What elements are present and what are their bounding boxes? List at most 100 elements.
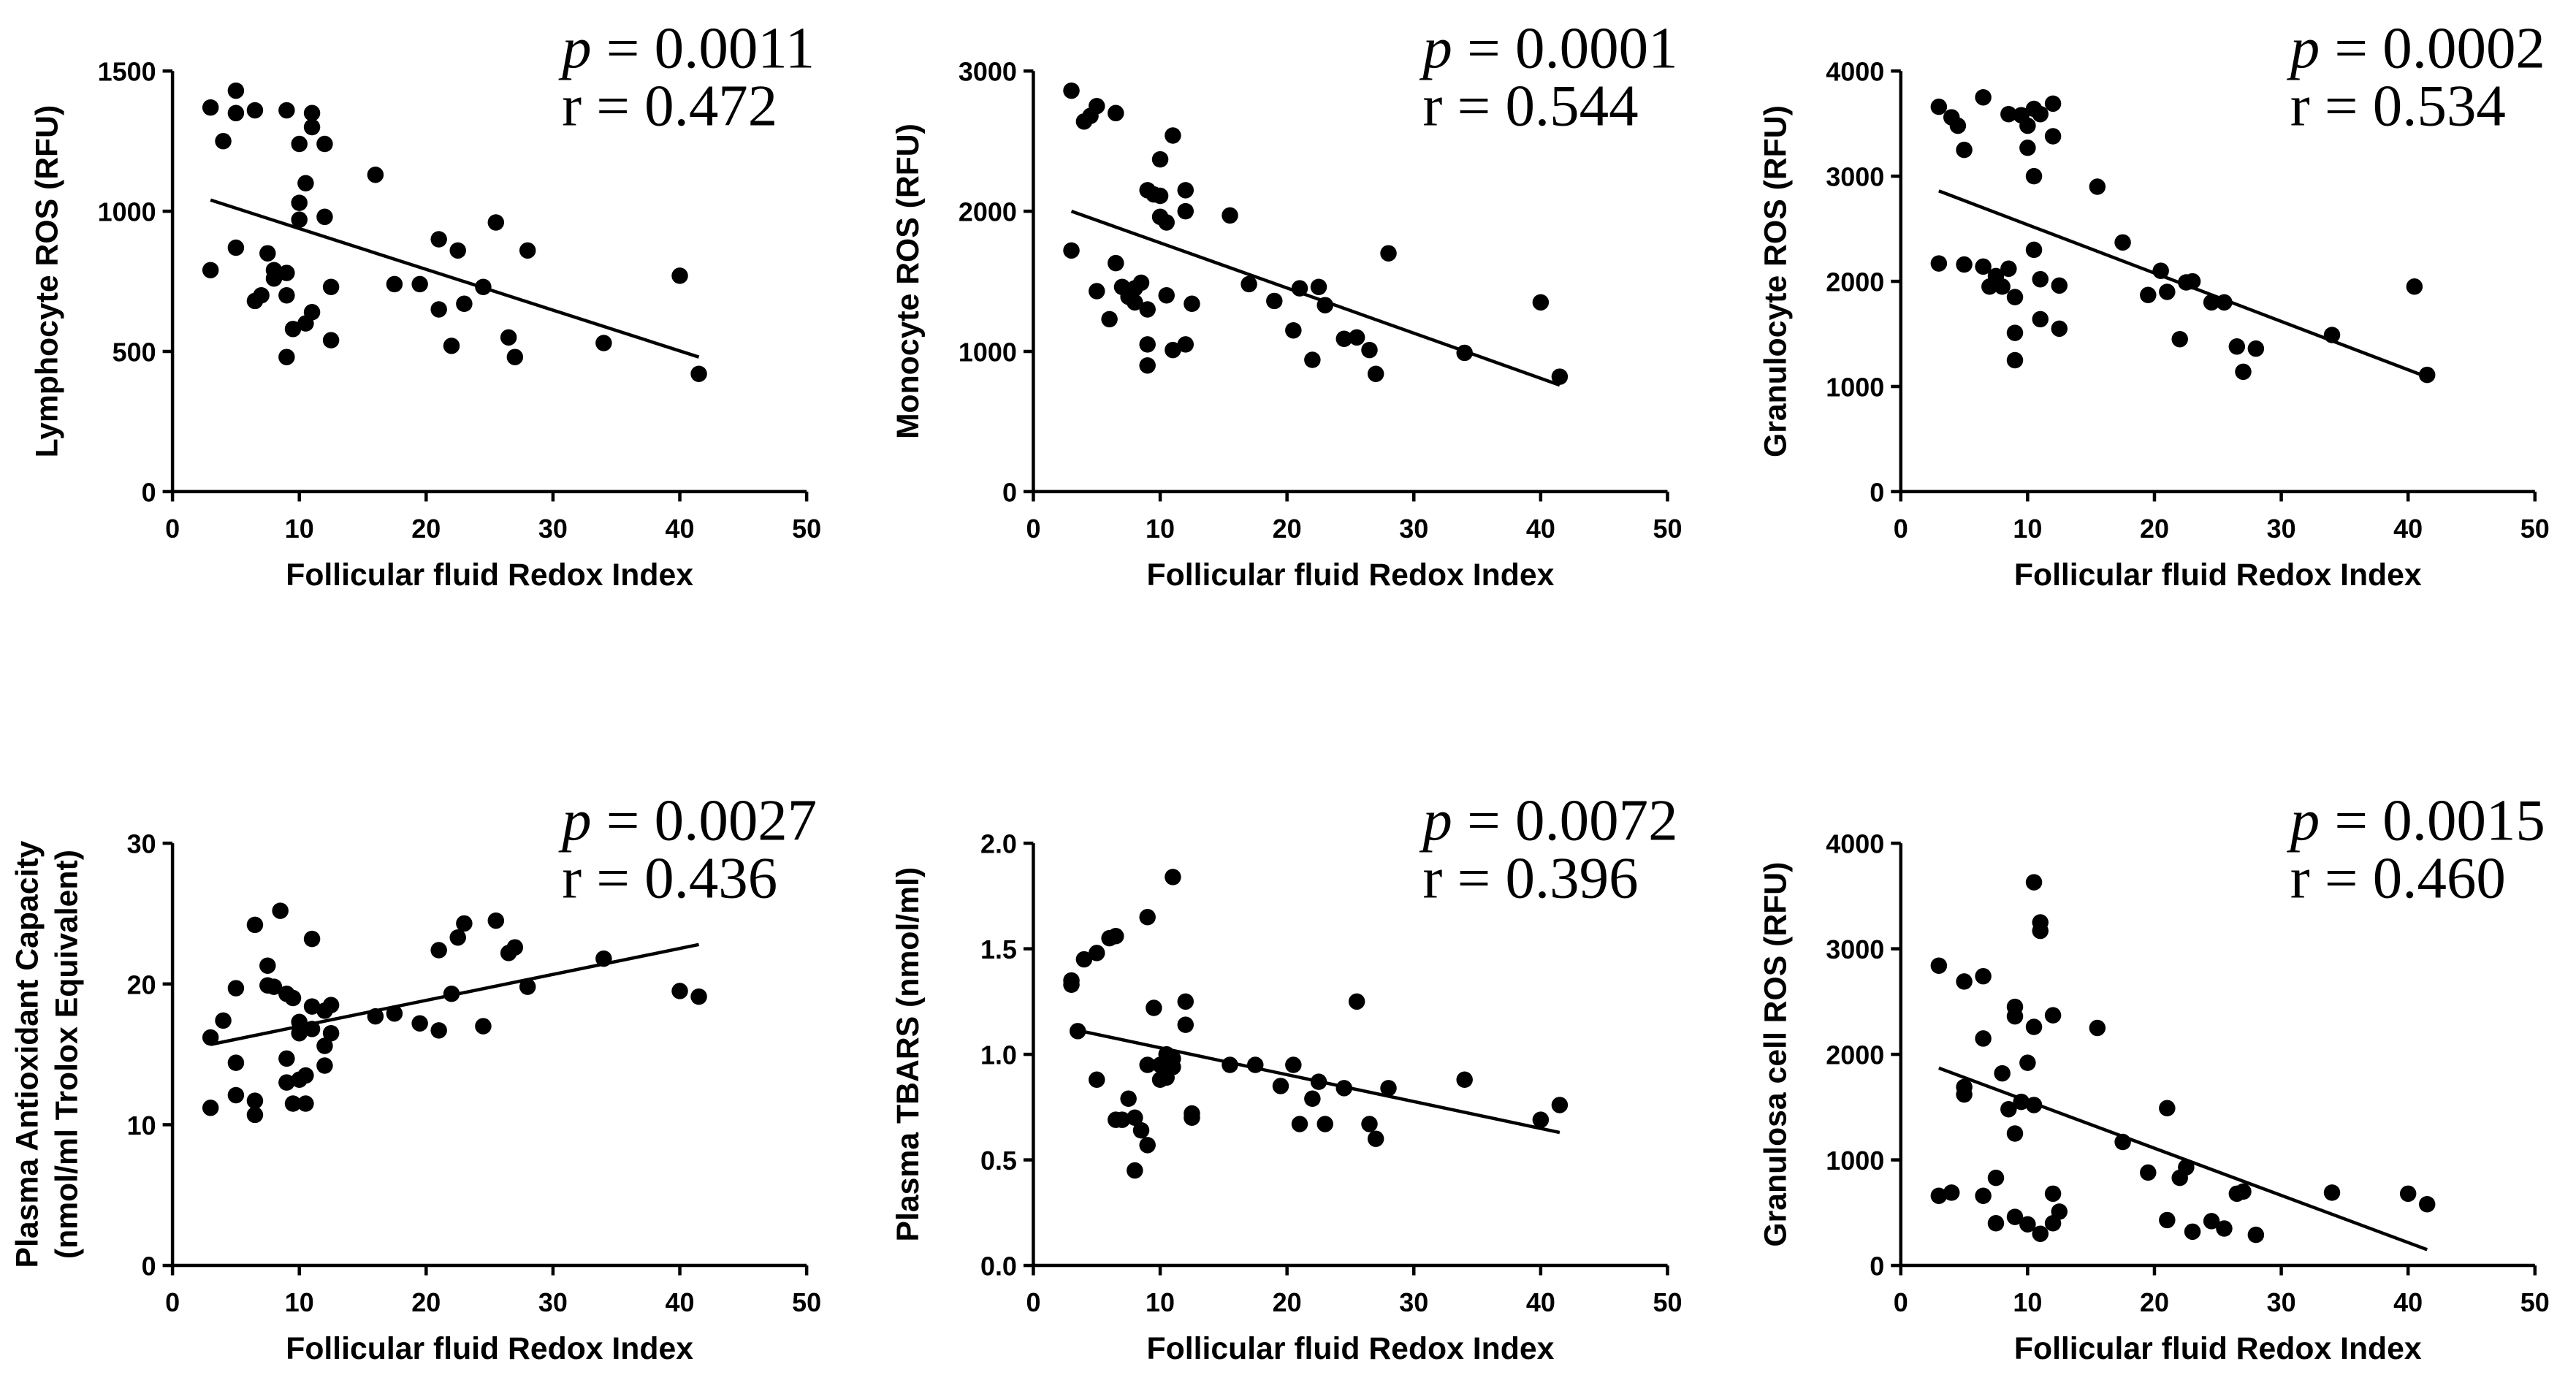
data-point xyxy=(1975,1030,1992,1047)
data-point xyxy=(1266,292,1283,310)
p-symbol: p xyxy=(558,15,591,81)
data-point xyxy=(449,929,466,946)
data-point xyxy=(671,267,688,284)
data-point xyxy=(278,102,295,119)
data-point xyxy=(303,118,321,136)
p-value: p = 0.0015 xyxy=(2287,788,2545,853)
data-point xyxy=(1361,1116,1378,1132)
data-point xyxy=(2000,1100,2017,1118)
x-axis-label: Follicular fluid Redox Index xyxy=(1147,1331,1555,1366)
data-point xyxy=(2006,1125,2024,1142)
regression-line xyxy=(1070,210,1561,387)
data-point xyxy=(2159,1211,2176,1229)
data-point xyxy=(456,295,473,313)
y-tick-label: 1000 xyxy=(959,338,1017,367)
data-point xyxy=(2044,95,2062,113)
r-value: r = 0.436 xyxy=(562,845,777,910)
data-point xyxy=(1101,311,1118,328)
regression-line xyxy=(210,942,700,1046)
y-tick-label: 0.5 xyxy=(980,1146,1017,1176)
y-axis-label: Lymphocyte ROS (RFU) xyxy=(30,105,65,458)
data-point xyxy=(284,989,302,1007)
data-point xyxy=(2006,1008,2024,1025)
data-point xyxy=(2418,366,2436,384)
data-point xyxy=(2216,1220,2233,1237)
p-symbol: p xyxy=(2287,788,2320,853)
data-point xyxy=(2006,351,2024,369)
p-value: p = 0.0072 xyxy=(1419,788,1677,853)
data-point xyxy=(456,915,473,932)
y-tick-label: 4000 xyxy=(1826,57,1884,87)
p-symbol: p xyxy=(2287,15,2320,81)
scatter-panel: 0 10 20 30 40 50 0 10 20 30 Follicular fluid Redox… xyxy=(10,788,821,1367)
data-point xyxy=(1165,341,1181,359)
data-point xyxy=(1994,278,2011,295)
data-point xyxy=(1139,357,1156,374)
x-tick-label: 0 xyxy=(1894,514,1908,544)
regression-line xyxy=(210,198,700,359)
data-point xyxy=(259,245,276,262)
r-value: r = 0.460 xyxy=(2290,845,2506,910)
data-point xyxy=(2159,283,2176,300)
y-tick-label: 3000 xyxy=(1826,162,1884,192)
x-tick-label: 20 xyxy=(1273,1287,1302,1317)
data-point xyxy=(227,82,245,99)
data-point xyxy=(215,1012,232,1029)
data-point xyxy=(2235,1183,2252,1200)
data-point xyxy=(1139,909,1156,926)
data-point xyxy=(1532,294,1550,311)
data-point xyxy=(202,262,219,278)
data-point xyxy=(2114,234,2131,251)
data-point xyxy=(316,135,333,153)
data-point xyxy=(2171,330,2188,348)
data-point xyxy=(1089,283,1105,300)
p-value-text: = 0.0072 xyxy=(1467,788,1677,853)
y-tick-label: 20 xyxy=(127,970,156,999)
x-tick-label: 10 xyxy=(285,514,314,544)
x-tick-label: 30 xyxy=(2267,514,2296,544)
r-value: r = 0.534 xyxy=(2290,72,2506,138)
data-point xyxy=(1075,951,1093,968)
data-point xyxy=(1930,957,1948,974)
x-axis-label: Follicular fluid Redox Index xyxy=(1147,557,1555,593)
y-tick-label: 0.0 xyxy=(980,1252,1017,1281)
r-value: r = 0.396 xyxy=(1422,845,1638,910)
y-tick-label: 500 xyxy=(113,338,156,367)
y-axis-label: Plasma Antioxidant Capacity xyxy=(10,840,45,1268)
x-tick-label: 40 xyxy=(2393,1287,2423,1317)
x-tick-label: 50 xyxy=(792,1287,821,1317)
x-tick-label: 0 xyxy=(1894,1287,1908,1317)
data-point xyxy=(2032,105,2049,123)
y-tick-label: 1500 xyxy=(98,57,156,87)
data-point xyxy=(671,983,688,999)
data-point xyxy=(1127,294,1143,311)
data-point xyxy=(1380,245,1397,262)
data-point xyxy=(1127,1109,1143,1127)
data-point xyxy=(506,939,524,956)
data-point xyxy=(2000,260,2017,278)
y-tick-label: 2000 xyxy=(959,197,1017,227)
y-tick-label: 2000 xyxy=(1826,267,1884,297)
data-point xyxy=(246,102,264,119)
data-point xyxy=(1994,1064,2011,1082)
data-point xyxy=(1063,976,1080,993)
x-tick-label: 30 xyxy=(1399,514,1428,544)
data-point xyxy=(411,1015,428,1032)
data-point xyxy=(1177,1016,1194,1033)
data-point xyxy=(1285,1056,1302,1073)
x-tick-label: 20 xyxy=(2140,514,2169,544)
x-tick-label: 30 xyxy=(2267,1287,2296,1317)
data-point xyxy=(2025,167,2043,185)
data-point xyxy=(367,166,384,183)
data-point xyxy=(2025,1018,2043,1035)
data-point xyxy=(1551,368,1569,385)
data-point xyxy=(1139,336,1156,353)
data-point xyxy=(2019,1216,2036,1233)
data-point xyxy=(1177,336,1194,353)
data-point xyxy=(284,1095,302,1112)
data-point xyxy=(1348,993,1365,1010)
data-point xyxy=(1146,999,1162,1016)
data-point xyxy=(2025,241,2043,259)
x-tick-label: 40 xyxy=(666,514,695,544)
data-point xyxy=(1956,1086,1973,1103)
